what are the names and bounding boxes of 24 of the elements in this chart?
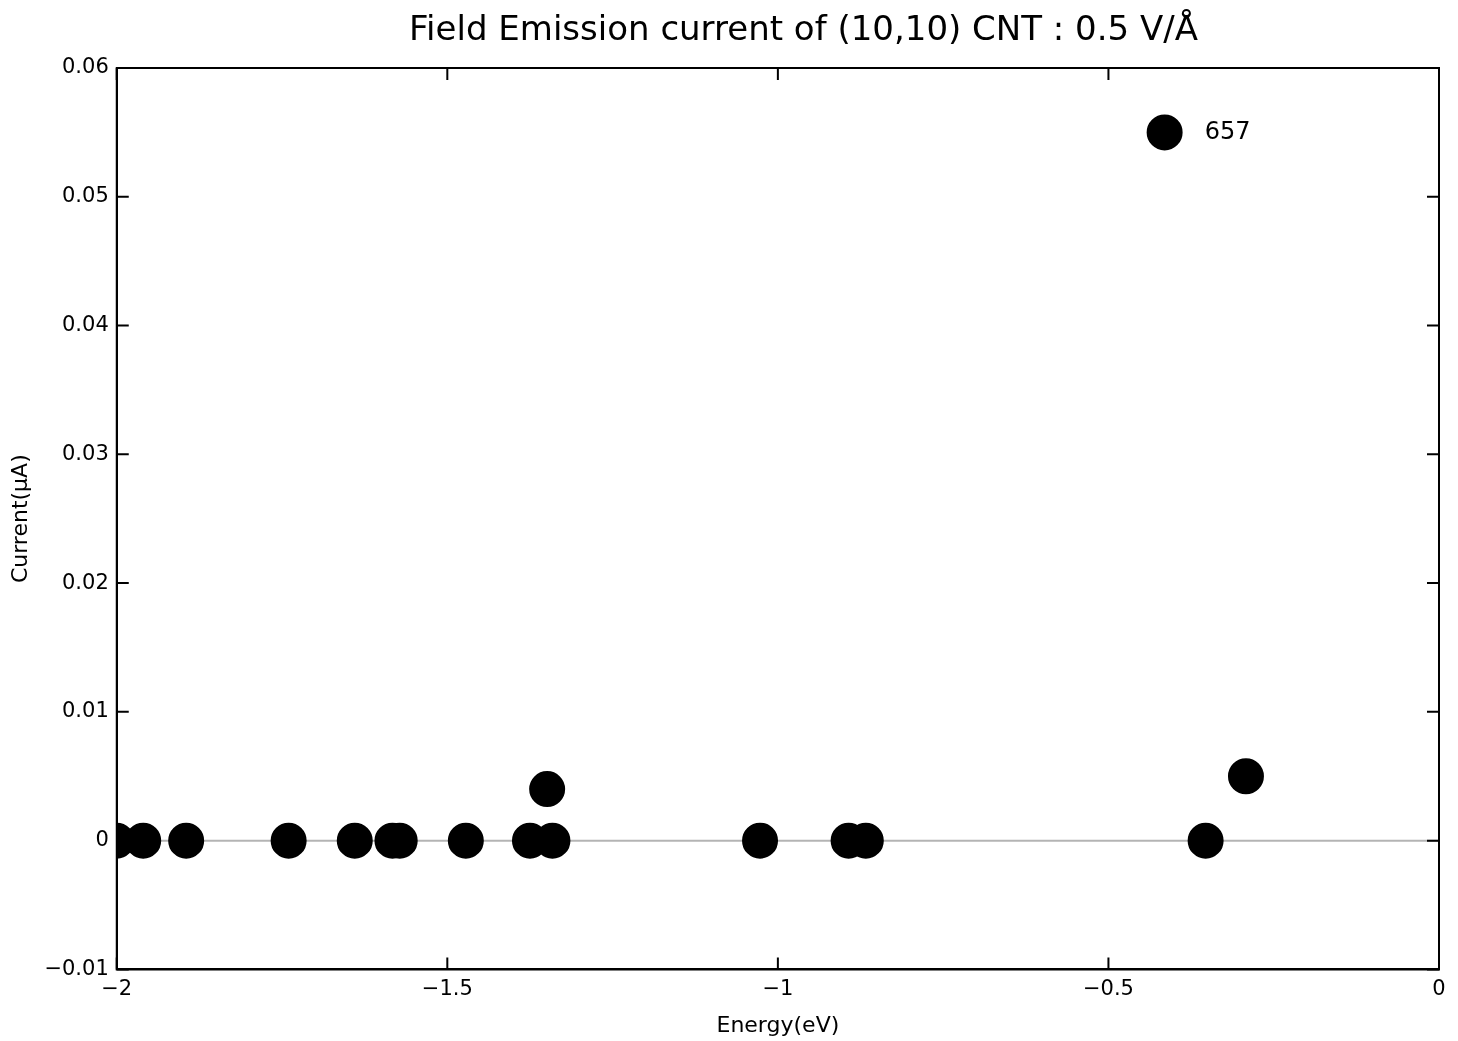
y-tick-label: 0.06 (61, 54, 109, 79)
x-tick-label: 0 (1432, 976, 1446, 1001)
x-tick-label: −0.5 (1082, 976, 1134, 1001)
x-tick-label: −1.5 (421, 976, 473, 1001)
point (168, 822, 205, 859)
point (336, 822, 373, 859)
point (742, 822, 779, 859)
point (270, 822, 307, 859)
point (447, 822, 484, 859)
y-tick-label: 0.01 (61, 698, 109, 723)
x-axis-title: Energy(eV) (716, 1011, 840, 1037)
point (529, 771, 566, 808)
point (1146, 114, 1183, 151)
point (1187, 822, 1224, 859)
y-tick-label: 0 (95, 827, 109, 852)
chart-title: Field Emission current of (10,10) CNT : 0.5 V/Å (408, 8, 1199, 48)
annotation: 657 (1204, 116, 1251, 145)
y-tick-label: 0.05 (61, 183, 109, 208)
y-tick-label: 0.03 (61, 440, 109, 465)
y-axis-title: Current(µA) (6, 454, 32, 584)
point (1227, 758, 1264, 795)
x-tick-label: −1 (762, 976, 794, 1001)
y-tick-label: 0.04 (61, 312, 109, 336)
y-tick-label: 0.02 (61, 569, 109, 594)
